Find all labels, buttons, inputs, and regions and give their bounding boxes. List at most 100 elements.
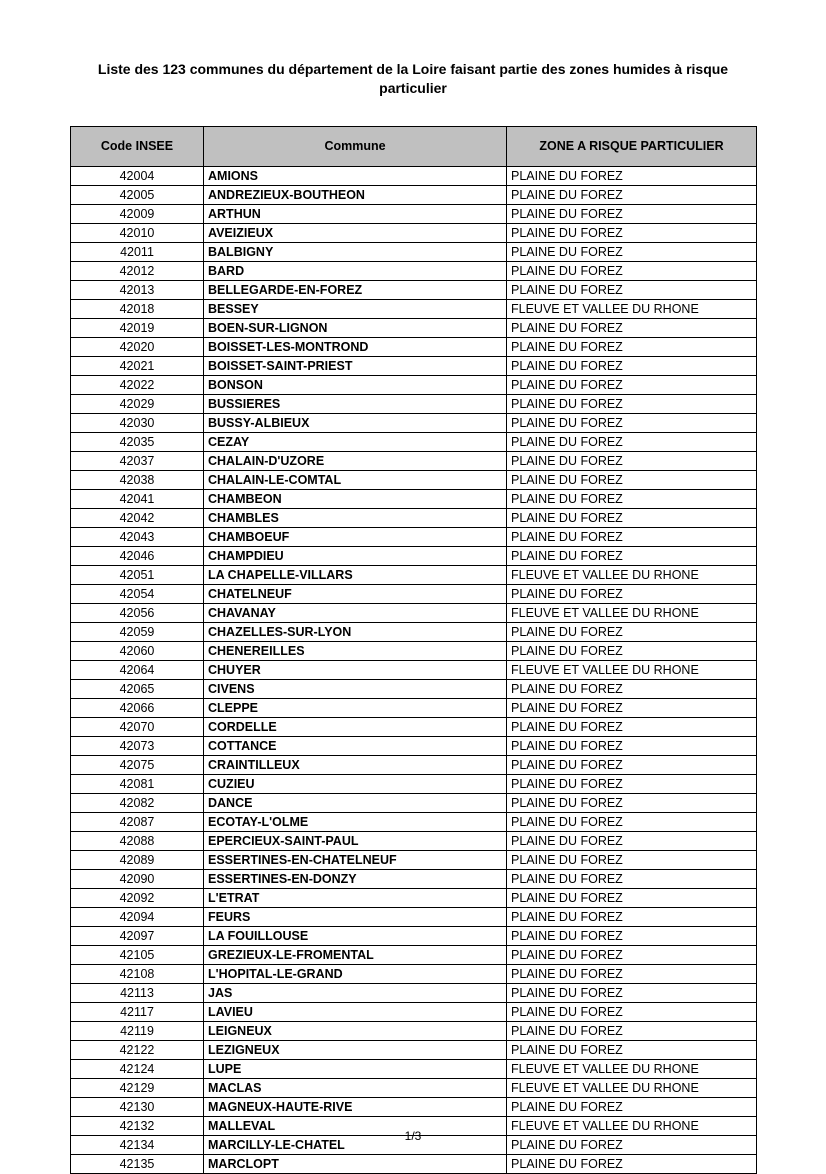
cell-zone: PLAINE DU FOREZ (507, 470, 757, 489)
cell-code: 42051 (71, 565, 204, 584)
cell-code: 42081 (71, 774, 204, 793)
cell-code: 42009 (71, 204, 204, 223)
cell-zone: PLAINE DU FOREZ (507, 888, 757, 907)
cell-commune: BARD (204, 261, 507, 280)
table-row: 42082DANCEPLAINE DU FOREZ (71, 793, 757, 812)
cell-commune: CEZAY (204, 432, 507, 451)
table-row: 42059CHAZELLES-SUR-LYONPLAINE DU FOREZ (71, 622, 757, 641)
cell-zone: PLAINE DU FOREZ (507, 356, 757, 375)
cell-code: 42020 (71, 337, 204, 356)
table-row: 42021BOISSET-SAINT-PRIESTPLAINE DU FOREZ (71, 356, 757, 375)
cell-zone: PLAINE DU FOREZ (507, 831, 757, 850)
table-row: 42108L'HOPITAL-LE-GRANDPLAINE DU FOREZ (71, 964, 757, 983)
cell-commune: BESSEY (204, 299, 507, 318)
cell-commune: LAVIEU (204, 1002, 507, 1021)
cell-code: 42012 (71, 261, 204, 280)
cell-zone: FLEUVE ET VALLEE DU RHONE (507, 603, 757, 622)
cell-commune: BOISSET-LES-MONTROND (204, 337, 507, 356)
cell-zone: PLAINE DU FOREZ (507, 337, 757, 356)
table-row: 42105GREZIEUX-LE-FROMENTALPLAINE DU FORE… (71, 945, 757, 964)
page-title: Liste des 123 communes du département de… (70, 60, 756, 98)
cell-commune: AMIONS (204, 166, 507, 185)
cell-zone: PLAINE DU FOREZ (507, 812, 757, 831)
cell-zone: PLAINE DU FOREZ (507, 1154, 757, 1173)
cell-zone: PLAINE DU FOREZ (507, 717, 757, 736)
cell-code: 42060 (71, 641, 204, 660)
cell-code: 42075 (71, 755, 204, 774)
cell-commune: ESSERTINES-EN-DONZY (204, 869, 507, 888)
cell-code: 42119 (71, 1021, 204, 1040)
cell-zone: PLAINE DU FOREZ (507, 489, 757, 508)
cell-code: 42092 (71, 888, 204, 907)
cell-code: 42035 (71, 432, 204, 451)
cell-commune: CHENEREILLES (204, 641, 507, 660)
cell-commune: ANDREZIEUX-BOUTHEON (204, 185, 507, 204)
cell-code: 42037 (71, 451, 204, 470)
cell-commune: ESSERTINES-EN-CHATELNEUF (204, 850, 507, 869)
table-row: 42046CHAMPDIEUPLAINE DU FOREZ (71, 546, 757, 565)
table-row: 42010AVEIZIEUXPLAINE DU FOREZ (71, 223, 757, 242)
cell-commune: L'ETRAT (204, 888, 507, 907)
cell-code: 42122 (71, 1040, 204, 1059)
cell-zone: PLAINE DU FOREZ (507, 413, 757, 432)
cell-code: 42043 (71, 527, 204, 546)
cell-zone: PLAINE DU FOREZ (507, 432, 757, 451)
table-row: 42018BESSEYFLEUVE ET VALLEE DU RHONE (71, 299, 757, 318)
cell-zone: PLAINE DU FOREZ (507, 698, 757, 717)
cell-code: 42117 (71, 1002, 204, 1021)
cell-commune: CHUYER (204, 660, 507, 679)
cell-zone: PLAINE DU FOREZ (507, 793, 757, 812)
cell-commune: LA FOUILLOUSE (204, 926, 507, 945)
cell-code: 42124 (71, 1059, 204, 1078)
cell-zone: PLAINE DU FOREZ (507, 736, 757, 755)
cell-commune: MARCLOPT (204, 1154, 507, 1173)
table-row: 42073COTTANCEPLAINE DU FOREZ (71, 736, 757, 755)
cell-zone: PLAINE DU FOREZ (507, 318, 757, 337)
table-row: 42038CHALAIN-LE-COMTALPLAINE DU FOREZ (71, 470, 757, 489)
table-row: 42092L'ETRATPLAINE DU FOREZ (71, 888, 757, 907)
table-row: 42051LA CHAPELLE-VILLARSFLEUVE ET VALLEE… (71, 565, 757, 584)
table-row: 42130MAGNEUX-HAUTE-RIVEPLAINE DU FOREZ (71, 1097, 757, 1116)
cell-code: 42054 (71, 584, 204, 603)
cell-commune: DANCE (204, 793, 507, 812)
table-row: 42088EPERCIEUX-SAINT-PAULPLAINE DU FOREZ (71, 831, 757, 850)
cell-zone: PLAINE DU FOREZ (507, 223, 757, 242)
table-row: 42070CORDELLEPLAINE DU FOREZ (71, 717, 757, 736)
cell-code: 42064 (71, 660, 204, 679)
table-row: 42037CHALAIN-D'UZOREPLAINE DU FOREZ (71, 451, 757, 470)
table-row: 42064CHUYERFLEUVE ET VALLEE DU RHONE (71, 660, 757, 679)
cell-code: 42088 (71, 831, 204, 850)
cell-code: 42019 (71, 318, 204, 337)
cell-commune: CHAVANAY (204, 603, 507, 622)
table-row: 42075CRAINTILLEUXPLAINE DU FOREZ (71, 755, 757, 774)
cell-code: 42090 (71, 869, 204, 888)
cell-commune: BUSSY-ALBIEUX (204, 413, 507, 432)
cell-commune: CORDELLE (204, 717, 507, 736)
cell-code: 42082 (71, 793, 204, 812)
cell-zone: PLAINE DU FOREZ (507, 375, 757, 394)
table-row: 42081CUZIEUPLAINE DU FOREZ (71, 774, 757, 793)
cell-commune: FEURS (204, 907, 507, 926)
table-row: 42012BARDPLAINE DU FOREZ (71, 261, 757, 280)
table-row: 42090ESSERTINES-EN-DONZYPLAINE DU FOREZ (71, 869, 757, 888)
cell-zone: PLAINE DU FOREZ (507, 394, 757, 413)
cell-commune: LEIGNEUX (204, 1021, 507, 1040)
cell-code: 42004 (71, 166, 204, 185)
table-row: 42122LEZIGNEUXPLAINE DU FOREZ (71, 1040, 757, 1059)
cell-code: 42011 (71, 242, 204, 261)
cell-zone: PLAINE DU FOREZ (507, 964, 757, 983)
cell-zone: FLEUVE ET VALLEE DU RHONE (507, 1059, 757, 1078)
communes-table: Code INSEE Commune ZONE A RISQUE PARTICU… (70, 126, 757, 1174)
col-header-code: Code INSEE (71, 126, 204, 166)
cell-zone: PLAINE DU FOREZ (507, 1040, 757, 1059)
cell-zone: PLAINE DU FOREZ (507, 1021, 757, 1040)
cell-commune: CHALAIN-D'UZORE (204, 451, 507, 470)
cell-zone: PLAINE DU FOREZ (507, 508, 757, 527)
cell-zone: PLAINE DU FOREZ (507, 527, 757, 546)
table-row: 42087ECOTAY-L'OLMEPLAINE DU FOREZ (71, 812, 757, 831)
cell-commune: BELLEGARDE-EN-FOREZ (204, 280, 507, 299)
table-row: 42056CHAVANAYFLEUVE ET VALLEE DU RHONE (71, 603, 757, 622)
cell-code: 42087 (71, 812, 204, 831)
table-row: 42097LA FOUILLOUSEPLAINE DU FOREZ (71, 926, 757, 945)
cell-commune: LEZIGNEUX (204, 1040, 507, 1059)
